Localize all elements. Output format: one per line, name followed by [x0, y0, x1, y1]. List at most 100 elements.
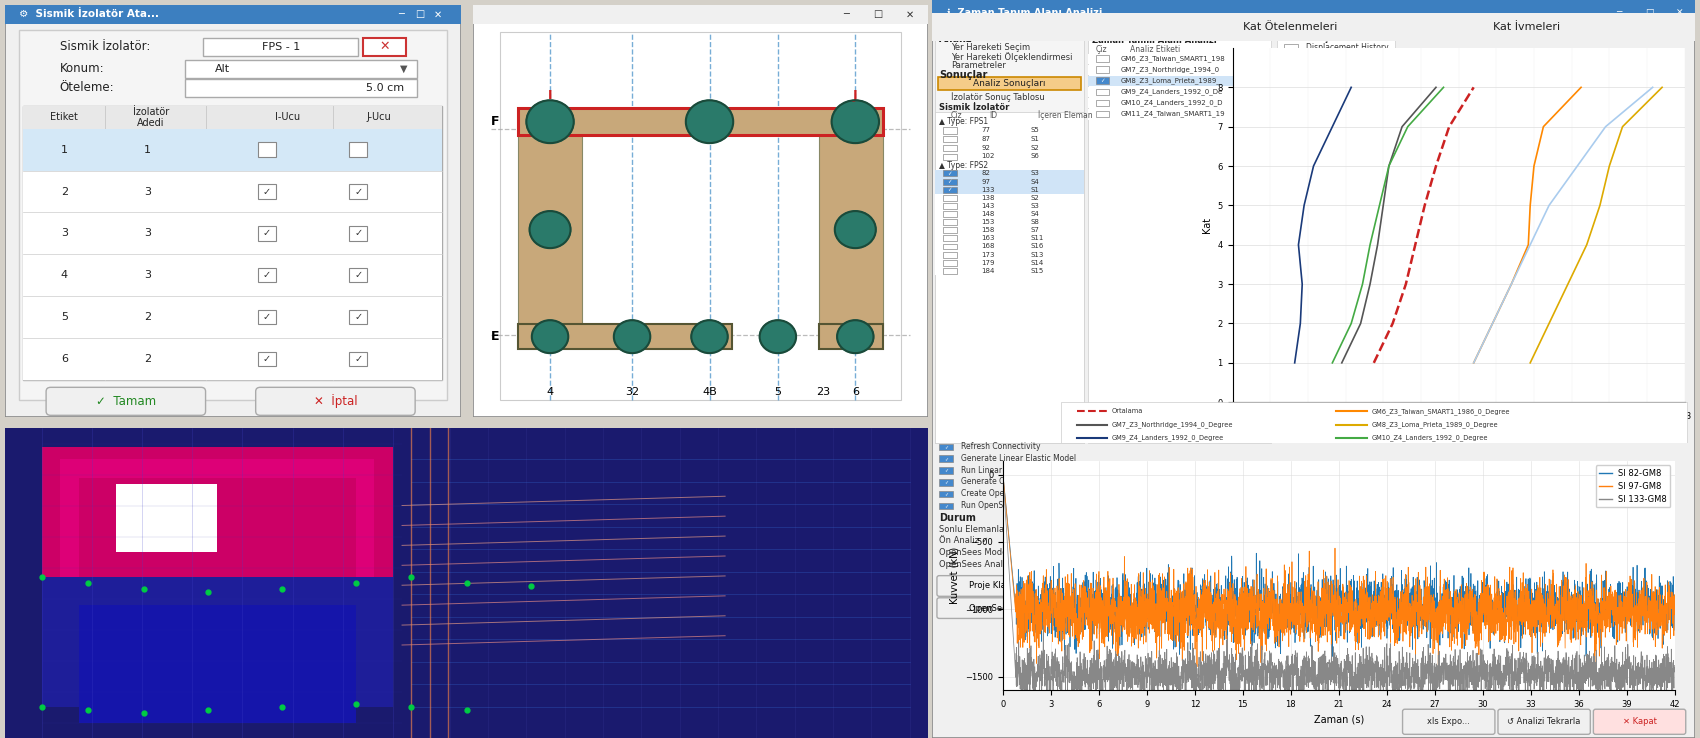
FancyBboxPatch shape — [24, 128, 442, 170]
Text: Force History: Force History — [1306, 63, 1357, 72]
Text: 184: 184 — [981, 268, 994, 274]
Text: ↺ Analizi Tekrarla: ↺ Analizi Tekrarla — [1508, 717, 1581, 726]
FancyBboxPatch shape — [935, 186, 1085, 194]
FancyBboxPatch shape — [944, 244, 957, 249]
Text: Create OpenSees Input Files: Create OpenSees Input Files — [960, 489, 1069, 498]
Text: 143: 143 — [981, 203, 994, 209]
Text: GM11_Z4_Taiwan_SMART1_19: GM11_Z4_Taiwan_SMART1_19 — [1120, 110, 1224, 117]
Text: 173: 173 — [981, 252, 994, 258]
FancyBboxPatch shape — [1088, 109, 1272, 120]
GM10_Z4_Landers_1992_0_Degree — [1352, 280, 1372, 289]
FancyBboxPatch shape — [258, 184, 275, 199]
X-axis label: Zaman (s): Zaman (s) — [1314, 714, 1363, 724]
SI 82-GM8 — [1425, 611, 1445, 620]
Circle shape — [530, 211, 571, 248]
SI 97-GM8 — [1280, 630, 1300, 638]
Ortalama — [1406, 241, 1426, 249]
Text: ✕: ✕ — [434, 10, 442, 19]
FancyBboxPatch shape — [1096, 66, 1110, 73]
Text: S8: S8 — [1030, 219, 1040, 225]
Text: ─: ─ — [843, 10, 848, 19]
FancyBboxPatch shape — [258, 310, 275, 324]
FancyBboxPatch shape — [185, 61, 418, 78]
FancyBboxPatch shape — [935, 243, 1085, 251]
SI 82-GM8 — [1510, 593, 1530, 602]
Text: ✓: ✓ — [947, 187, 952, 192]
GM8_Z3_Loma_Prieta_1989_0_Degree — [1520, 359, 1540, 368]
FancyBboxPatch shape — [348, 184, 367, 199]
GM9_Z4_Landers_1992_0_Degree — [1290, 319, 1311, 328]
GM9_Z4_Landers_1992_0_Degree — [1304, 162, 1324, 170]
Text: Çiz: Çiz — [950, 111, 962, 120]
Text: 179: 179 — [981, 260, 994, 266]
FancyBboxPatch shape — [935, 112, 1085, 443]
GM11_Z4_Taiwan_SMART1_1986_0_Degree — [1595, 123, 1615, 131]
SI 133-GM8 — [1510, 648, 1530, 657]
Text: S1: S1 — [1030, 136, 1040, 142]
Circle shape — [831, 100, 879, 143]
FancyBboxPatch shape — [935, 267, 1085, 275]
FancyBboxPatch shape — [944, 145, 957, 151]
FancyBboxPatch shape — [938, 479, 954, 486]
FancyBboxPatch shape — [935, 202, 1085, 210]
FancyBboxPatch shape — [1088, 54, 1272, 64]
Text: Analiz Sonuçları: Analiz Sonuçları — [972, 79, 1046, 88]
Text: Kat İvmeleri: Kat İvmeleri — [1493, 21, 1561, 32]
FancyBboxPatch shape — [1277, 33, 1396, 162]
Legend: SI 82-GM8, SI 97-GM8, SI 133-GM8: SI 82-GM8, SI 97-GM8, SI 133-GM8 — [1596, 466, 1671, 508]
FancyBboxPatch shape — [1284, 44, 1299, 51]
SI 97-GM8 — [1255, 621, 1275, 630]
GM11_Z4_Taiwan_SMART1_1986_0_Degree — [1501, 280, 1522, 289]
Text: S3: S3 — [1030, 170, 1040, 176]
Text: FPS - 1: FPS - 1 — [262, 42, 299, 52]
FancyBboxPatch shape — [255, 387, 415, 415]
FancyBboxPatch shape — [1284, 86, 1299, 92]
SI 82-GM8 — [1598, 601, 1618, 610]
Text: xls Expo...: xls Expo... — [1428, 717, 1470, 726]
FancyBboxPatch shape — [944, 127, 957, 134]
Circle shape — [836, 320, 874, 354]
Text: 2: 2 — [144, 354, 151, 364]
GM8_Z3_Loma_Prieta_1989_0_Degree — [1557, 280, 1578, 289]
FancyBboxPatch shape — [42, 577, 393, 707]
FancyBboxPatch shape — [5, 5, 461, 417]
FancyBboxPatch shape — [944, 179, 957, 184]
FancyBboxPatch shape — [1096, 89, 1110, 95]
GM8_Z3_Loma_Prieta_1989_0_Degree — [1600, 162, 1620, 170]
Text: ▲ Type: FPS1: ▲ Type: FPS1 — [938, 117, 988, 126]
Text: S16: S16 — [1030, 244, 1044, 249]
FancyBboxPatch shape — [116, 484, 218, 552]
FancyBboxPatch shape — [944, 268, 957, 274]
Text: Acceleration History: Acceleration History — [1306, 53, 1384, 62]
SI 133-GM8 — [993, 470, 1013, 479]
Text: ✓: ✓ — [354, 312, 362, 322]
FancyBboxPatch shape — [473, 5, 928, 417]
GM10_Z4_Landers_1992_0_Degree — [1368, 201, 1389, 210]
Text: ✓: ✓ — [944, 480, 949, 484]
Line: GM11_Z4_Taiwan_SMART1_1986_0_Degree: GM11_Z4_Taiwan_SMART1_1986_0_Degree — [1474, 87, 1652, 363]
FancyBboxPatch shape — [1096, 55, 1110, 62]
GM11_Z4_Taiwan_SMART1_1986_0_Degree — [1520, 241, 1540, 249]
Text: 4: 4 — [546, 387, 554, 397]
FancyBboxPatch shape — [1498, 709, 1590, 734]
FancyBboxPatch shape — [1593, 709, 1686, 734]
FancyBboxPatch shape — [935, 227, 1085, 235]
Text: ✓: ✓ — [264, 228, 270, 238]
Text: Dir1: Dir1 — [1306, 74, 1321, 83]
Text: Displacement History: Displacement History — [1306, 43, 1389, 52]
Text: ✓  Tamam: ✓ Tamam — [95, 395, 156, 408]
Text: İzolatör
Adedi: İzolatör Adedi — [133, 107, 168, 128]
Text: ✕ Kapat: ✕ Kapat — [1622, 717, 1656, 726]
Ortalama — [1363, 359, 1384, 368]
Ortalama — [1382, 319, 1402, 328]
FancyBboxPatch shape — [1284, 55, 1299, 61]
Circle shape — [532, 320, 568, 354]
FancyBboxPatch shape — [937, 576, 1080, 596]
GM10_Z4_Landers_1992_0_Degree — [1433, 83, 1454, 92]
Text: 92: 92 — [981, 145, 989, 151]
Text: S2: S2 — [1030, 195, 1040, 201]
Text: ✓: ✓ — [264, 187, 270, 196]
Text: Sonuçlar: Sonuçlar — [938, 69, 988, 80]
FancyBboxPatch shape — [1088, 33, 1272, 443]
FancyBboxPatch shape — [473, 5, 928, 24]
